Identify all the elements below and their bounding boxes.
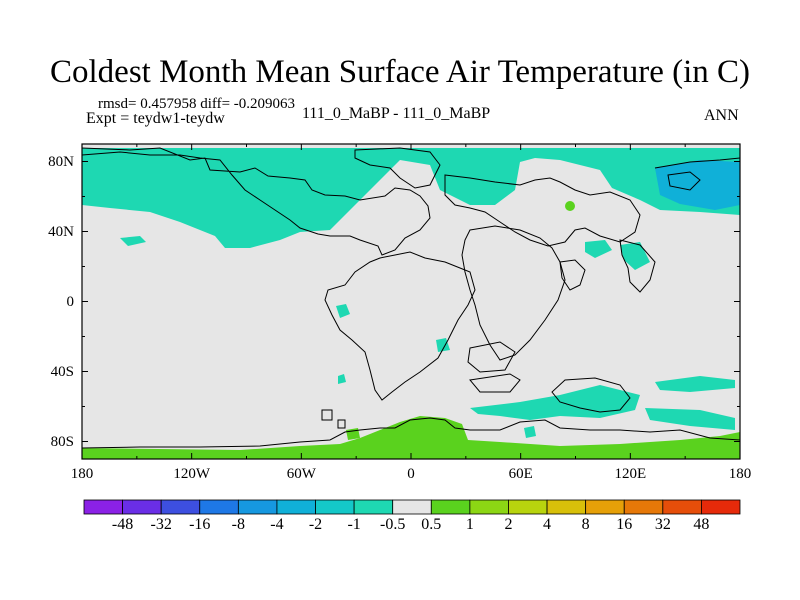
colorbar-swatch [430,499,471,515]
colorbar-label: 2 [504,516,513,533]
lat-label: 40N [48,223,74,240]
lat-label: 80N [48,153,74,170]
coastline-island [321,409,333,421]
coastline-island [467,341,516,373]
axis-ticks [81,144,741,459]
coastline-africa [461,225,566,361]
colorbar-swatch [122,499,162,515]
colorbar-swatch [315,499,355,515]
colorbar-label: -1 [347,516,361,533]
colorbar [83,499,741,515]
lon-label: 60E [508,466,533,482]
colorbar-swatch [237,499,278,515]
stats-line: rmsd= 0.457958 diff= -0.209063 [98,96,296,112]
anomaly-dot [338,374,346,384]
subtitle-center: 111_0_MaBP - 111_0_MaBP [302,105,491,122]
north-cooling-patch [120,236,146,246]
coastline-island [469,373,521,393]
colorbar-label: -48 [111,516,134,533]
colorbar-label: 4 [543,516,552,533]
north-cooling-patch [585,240,612,258]
north-cooling-patch [240,160,300,185]
anomaly-fields [82,148,740,459]
colorbar-swatch [353,499,394,515]
lat-label: 80S [50,433,74,450]
coastline-india [559,259,586,291]
colorbar-swatch [83,499,123,515]
coastline-siberia [654,157,741,169]
north-africa-warming [82,448,100,452]
south-warming-region [82,416,740,459]
lat-label: 0 [66,293,75,310]
coastline-antarctica [81,417,741,449]
colorbar-swatch [623,499,664,515]
colorbar-label: -16 [189,516,211,533]
south-cooling-region [645,408,735,430]
colorbar-label: 48 [693,516,710,533]
colorbar-swatch [469,499,509,515]
colorbar-label: 8 [581,516,590,533]
colorbar-swatch [546,499,587,515]
anomaly-dot [436,338,450,352]
north-cooling-region [82,148,740,248]
coastline-island [667,171,701,191]
anomaly-dot [336,304,350,318]
colorbar-label: -32 [150,516,172,533]
south-cooling-region [655,376,735,392]
anomaly-dot [565,201,575,211]
colorbar-label: 1 [465,516,474,533]
colorbar-swatch [585,499,625,515]
south-cooling-region [524,426,536,438]
colorbar-swatch [392,499,432,515]
lon-label: 0 [407,466,415,482]
lat-label: 40S [50,363,74,380]
colorbar-label: 32 [654,516,671,533]
figure-title: Coldest Month Mean Surface Air Temperatu… [50,54,750,90]
colorbar-label: -2 [308,516,323,533]
coastline-island [337,419,346,429]
coastline-greenland [354,147,441,189]
colorbar-label: 0.5 [421,516,442,533]
east-siberia-cooling [655,160,740,210]
colorbar-label: 16 [616,516,633,533]
coastline-asia-east [619,239,656,293]
colorbar-swatch [662,499,702,515]
colorbar-swatch [701,499,741,515]
colorbar-swatch [160,499,201,515]
coastlines [81,147,741,449]
experiment-label: Expt = teydw1-teydw [86,110,225,127]
north-cooling-patch [620,242,650,270]
lon-label: 180 [70,466,94,482]
colorbar-label: -4 [270,516,284,533]
coastline-australia [551,377,631,413]
colorbar-swatch [508,499,548,515]
lon-label: 180 [728,466,752,482]
colorbar-label: -0.5 [380,516,406,533]
lon-label: 120W [173,466,210,482]
coastline-north-america [81,147,431,256]
colorbar-swatch [276,499,316,515]
colorbar-label: -8 [231,516,245,533]
lon-label: 120E [614,466,647,482]
colorbar-swatch [199,499,239,515]
season-label: ANN [704,107,739,124]
lon-label: 60W [286,466,316,482]
